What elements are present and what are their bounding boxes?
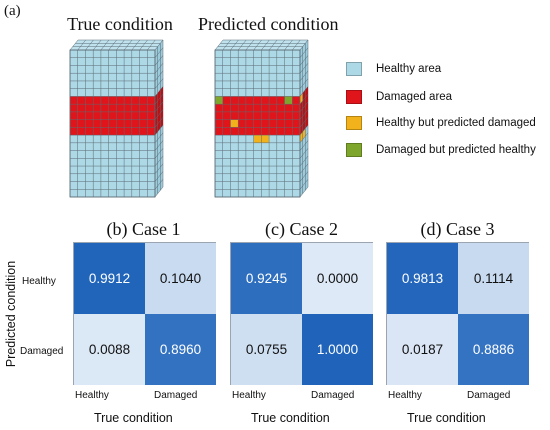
x-axis-label: True condition [407,411,486,425]
legend-label: Healthy but predicted damaged [376,117,536,129]
matrix-cell: 0.9813 [387,243,458,314]
case-1-title: (b) Case 1 [106,219,181,239]
predicted-condition-block [214,39,309,198]
x-axis-label: True condition [251,411,330,425]
confusion-matrix-case-1: 0.9912 0.1040 0.0088 0.8960 [73,242,216,385]
matrix-cell: 0.0755 [231,314,302,385]
row-label-damaged: Damaged [20,346,64,357]
true-condition-block [69,39,164,198]
legend-swatch [346,143,362,157]
matrix-cell: 0.1114 [458,243,529,314]
legend-label: Damaged but predicted healthy [376,144,536,156]
legend-swatch [346,62,362,76]
col-label-healthy: Healthy [388,390,422,401]
matrix-cell: 0.0088 [74,314,145,385]
legend-swatch [346,116,362,130]
col-label-damaged: Damaged [154,390,198,401]
matrix-cell: 0.0000 [302,243,373,314]
legend-label: Healthy area [376,63,442,75]
legend-swatch [346,90,362,104]
confusion-matrix-case-2: 0.9245 0.0000 0.0755 1.0000 [230,242,373,385]
col-label-damaged: Damaged [311,390,355,401]
case-3-title: (d) Case 3 [420,219,495,239]
matrix-cell: 0.1040 [145,243,216,314]
panel-a-label: (a) [4,3,21,19]
x-axis-label: True condition [94,411,173,425]
blocks-illustration [69,39,309,198]
col-label-healthy: Healthy [75,390,109,401]
legend-damaged-area: Damaged area [346,90,452,104]
legend-healthy-area: Healthy area [346,62,441,76]
legend-label: Damaged area [376,91,453,103]
col-label-healthy: Healthy [232,390,266,401]
matrix-cell: 1.0000 [302,314,373,385]
matrix-cell: 0.0187 [387,314,458,385]
matrix-cell: 0.8886 [458,314,529,385]
matrix-cell: 0.9912 [74,243,145,314]
case-2-title: (c) Case 2 [265,219,338,239]
col-label-damaged: Damaged [467,390,511,401]
matrix-cell: 0.8960 [145,314,216,385]
y-axis-label: Predicted condition [4,260,18,368]
legend-healthy-predicted-damaged: Healthy but predicted damaged [346,116,536,130]
true-condition-title: True condition [67,14,173,34]
confusion-matrix-case-3: 0.9813 0.1114 0.0187 0.8886 [386,242,529,385]
row-label-healthy: Healthy [22,276,56,287]
predicted-condition-title: Predicted condition [198,14,339,34]
matrix-cell: 0.9245 [231,243,302,314]
legend-damaged-predicted-healthy: Damaged but predicted healthy [346,143,536,157]
